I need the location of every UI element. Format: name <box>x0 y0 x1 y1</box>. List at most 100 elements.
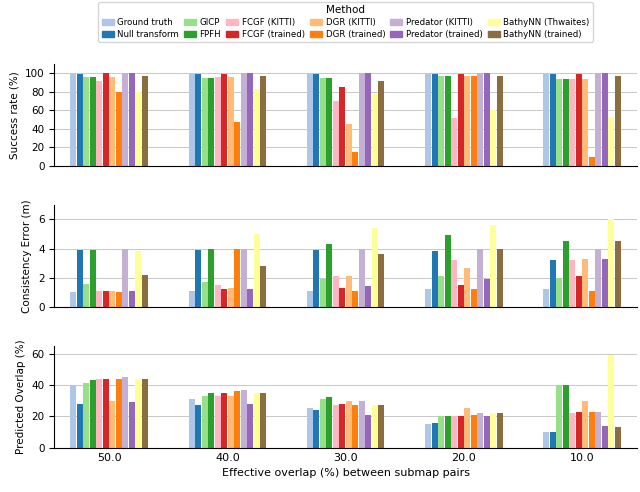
Bar <box>202 396 207 448</box>
Bar <box>464 268 470 307</box>
Bar <box>90 77 96 166</box>
Bar <box>378 254 385 307</box>
Bar <box>142 76 148 166</box>
Bar <box>122 73 128 166</box>
Bar <box>109 291 115 307</box>
Bar <box>582 79 588 166</box>
Bar <box>116 92 122 166</box>
Bar <box>208 78 214 166</box>
Bar <box>458 285 463 307</box>
Bar <box>326 244 332 307</box>
Bar <box>470 289 477 307</box>
Bar <box>70 74 76 166</box>
Bar <box>208 248 214 307</box>
Bar <box>438 76 444 166</box>
Bar <box>458 74 463 166</box>
Bar <box>425 424 431 448</box>
Bar <box>142 275 148 307</box>
Bar <box>339 404 346 448</box>
Bar <box>241 73 246 166</box>
Bar <box>333 101 339 166</box>
Bar <box>543 432 549 448</box>
Y-axis label: Success rate (%): Success rate (%) <box>10 71 19 159</box>
Bar <box>438 416 444 448</box>
Bar <box>365 415 371 448</box>
Bar <box>195 405 201 448</box>
Bar <box>77 404 83 448</box>
X-axis label: Effective overlap (%) between submap pairs: Effective overlap (%) between submap pai… <box>221 468 470 478</box>
Bar <box>470 415 477 448</box>
Bar <box>142 379 148 448</box>
Bar <box>247 289 253 307</box>
Bar <box>490 413 496 448</box>
Bar <box>563 241 569 307</box>
Bar <box>602 426 608 448</box>
Bar <box>326 78 332 166</box>
Bar <box>129 402 135 448</box>
Bar <box>425 289 431 307</box>
Bar <box>602 73 608 166</box>
Bar <box>365 73 371 166</box>
Bar <box>83 77 89 166</box>
Bar <box>609 355 614 448</box>
Bar <box>497 76 502 166</box>
Bar <box>221 393 227 448</box>
Bar <box>314 410 319 448</box>
Bar <box>234 391 240 448</box>
Bar <box>615 76 621 166</box>
Bar <box>202 282 207 307</box>
Bar <box>116 379 122 448</box>
Bar <box>228 288 234 307</box>
Bar <box>314 250 319 307</box>
Bar <box>135 251 141 307</box>
Bar <box>234 123 240 166</box>
Bar <box>451 260 457 307</box>
Bar <box>477 248 483 307</box>
Bar <box>438 276 444 307</box>
Bar <box>563 385 569 448</box>
Bar <box>372 228 378 307</box>
Bar <box>570 260 575 307</box>
Bar <box>307 74 313 166</box>
Bar <box>615 428 621 448</box>
Bar <box>214 285 221 307</box>
Bar <box>477 413 483 448</box>
Bar <box>484 416 490 448</box>
Bar <box>353 405 358 448</box>
Bar <box>359 248 365 307</box>
Bar <box>497 248 502 307</box>
Bar <box>484 279 490 307</box>
Bar <box>445 416 451 448</box>
Bar <box>595 73 602 166</box>
Bar <box>214 396 221 448</box>
Bar <box>490 225 496 307</box>
Bar <box>195 250 201 307</box>
Bar <box>431 251 438 307</box>
Bar <box>609 219 614 307</box>
Bar <box>602 259 608 307</box>
Bar <box>477 73 483 166</box>
Bar <box>116 292 122 307</box>
Bar <box>77 74 83 166</box>
Bar <box>445 76 451 166</box>
Bar <box>221 289 227 307</box>
Bar <box>208 393 214 448</box>
Bar <box>615 241 621 307</box>
Bar <box>228 77 234 166</box>
Bar <box>425 74 431 166</box>
Bar <box>609 117 614 166</box>
Bar <box>490 110 496 166</box>
Bar <box>576 276 582 307</box>
Bar <box>96 81 102 166</box>
Bar <box>333 405 339 448</box>
Bar <box>253 89 260 166</box>
Bar <box>326 398 332 448</box>
Bar <box>431 423 438 448</box>
Bar <box>247 73 253 166</box>
Bar <box>556 385 563 448</box>
Bar <box>129 291 135 307</box>
Bar <box>135 379 141 448</box>
Bar <box>83 283 89 307</box>
Bar <box>451 118 457 166</box>
Bar <box>122 248 128 307</box>
